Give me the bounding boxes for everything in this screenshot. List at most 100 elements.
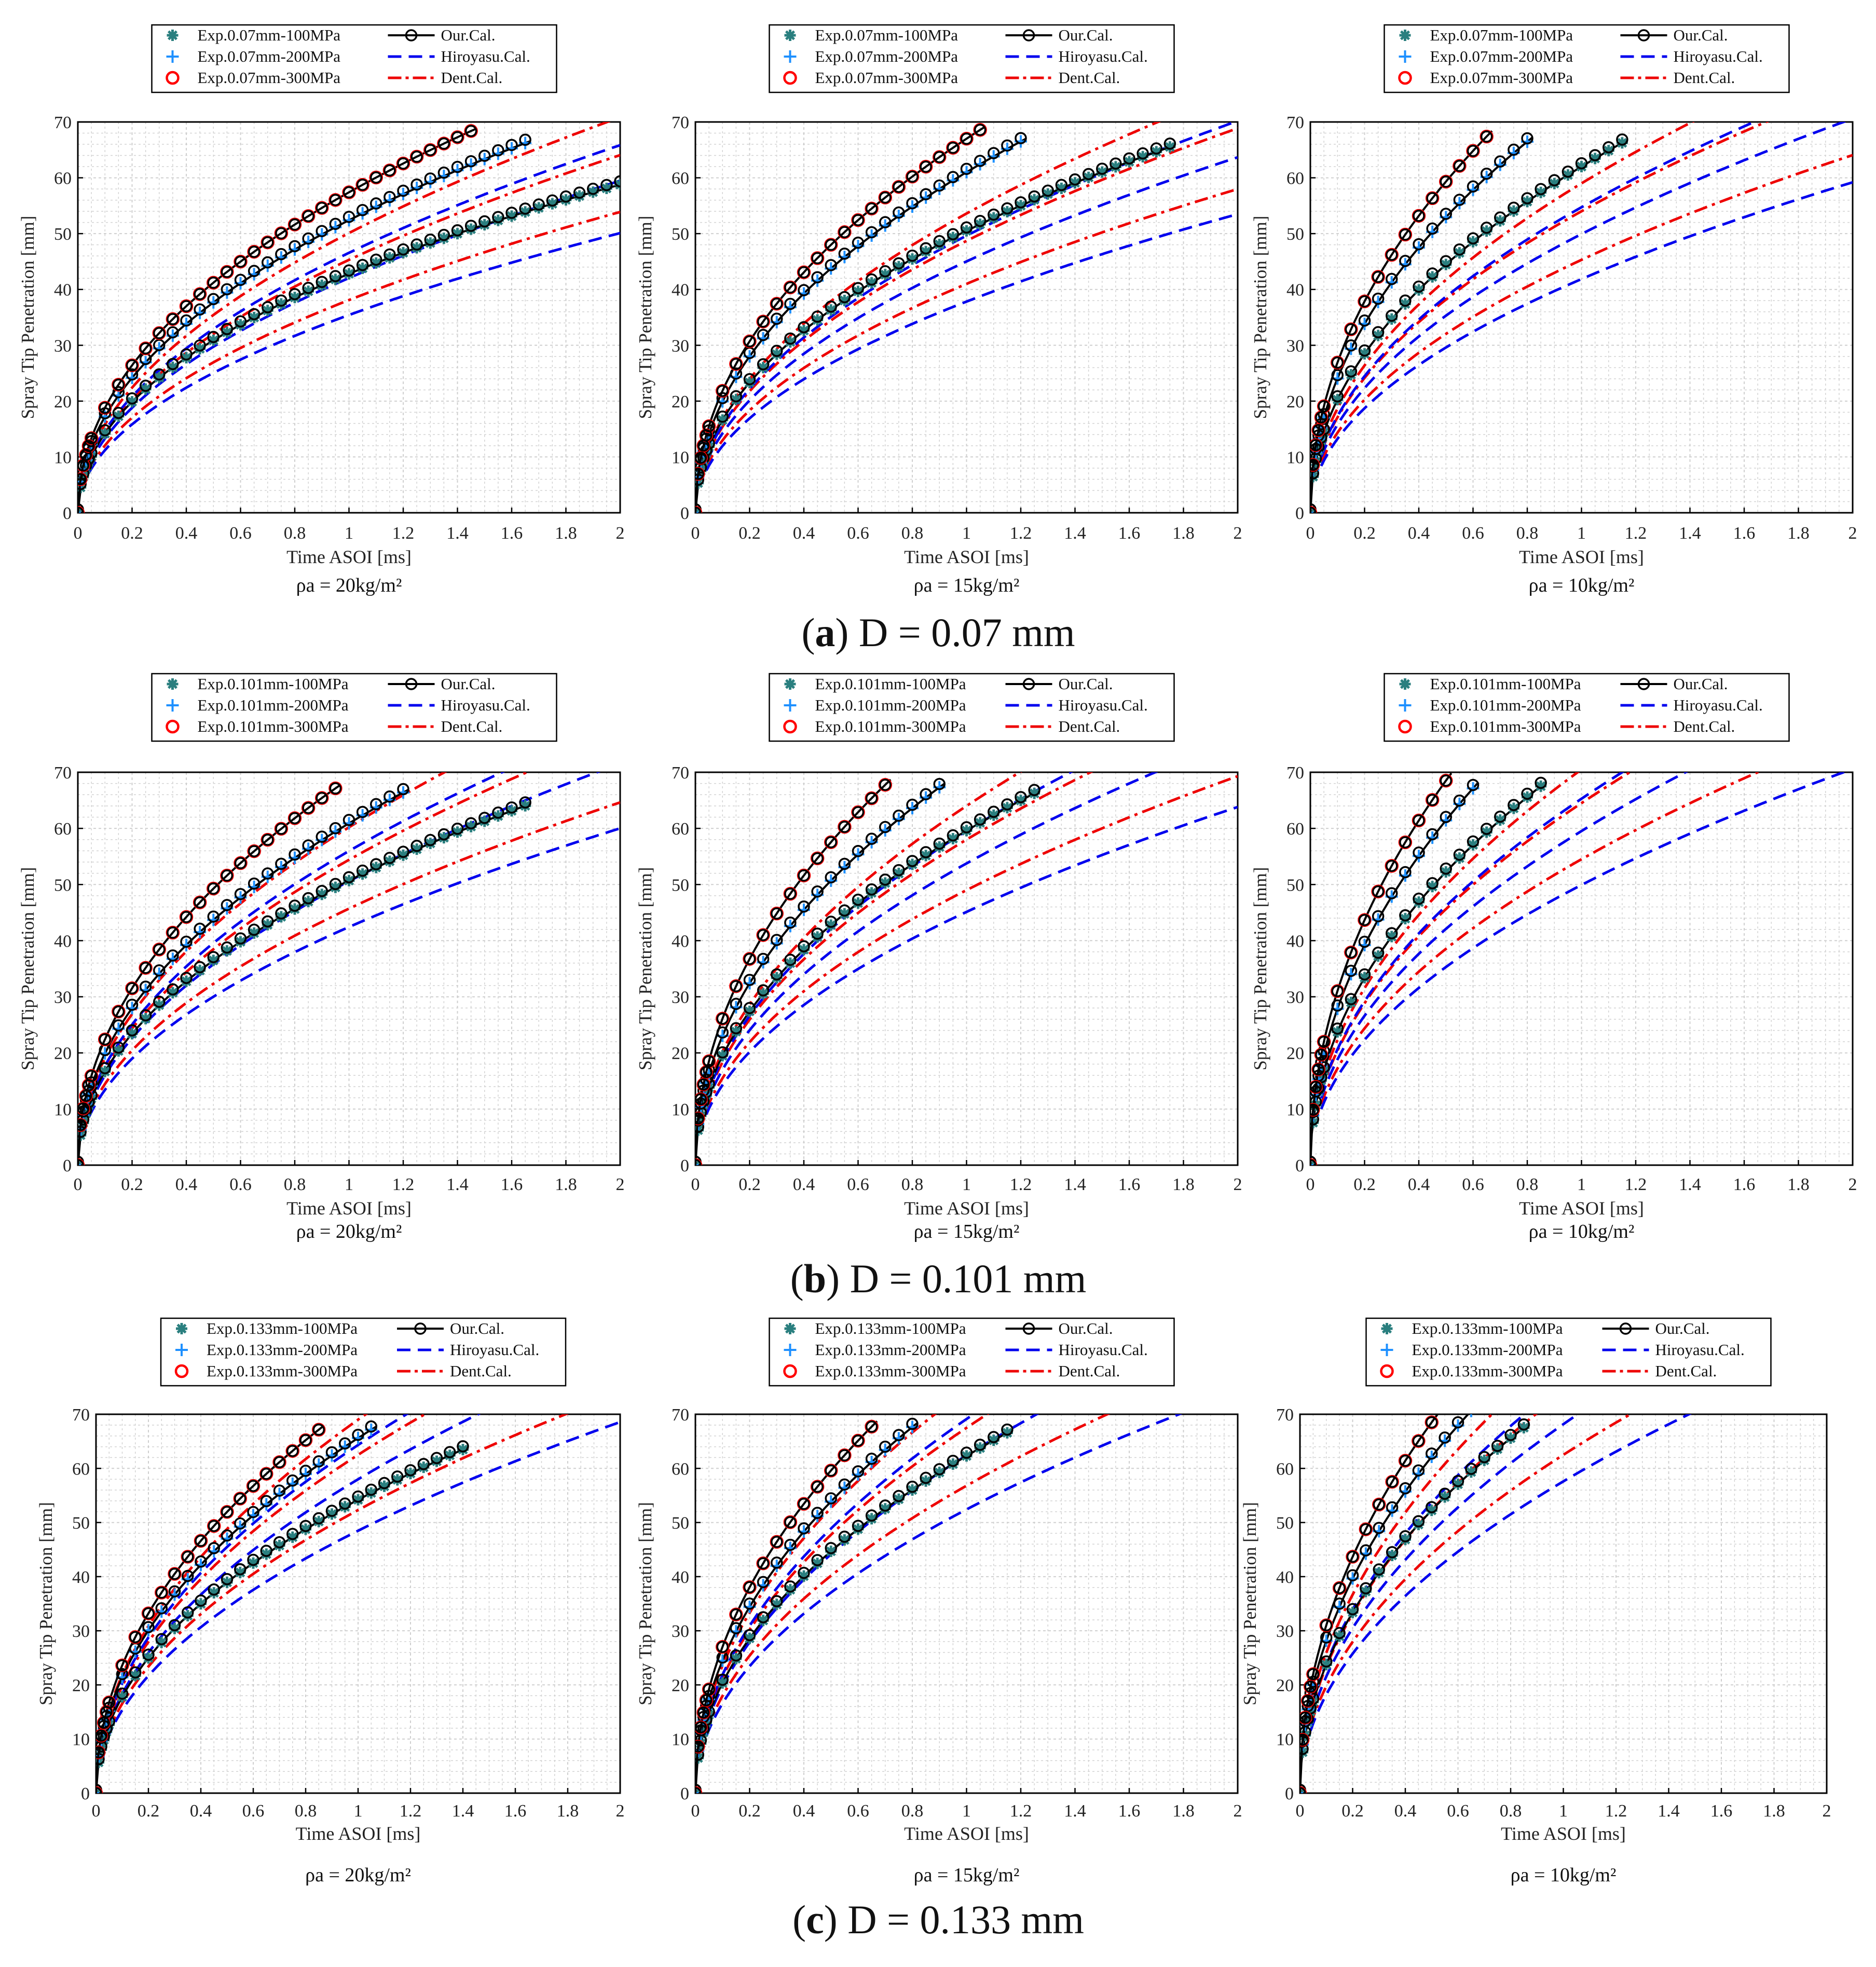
our-marker bbox=[168, 1567, 181, 1580]
our-marker bbox=[370, 197, 382, 210]
chart-panel-a1: 0 0.2 0.4 0.6 0.8 1 1.2 1.4 1.6 1.8 20102030405060… bbox=[18, 24, 625, 596]
our-marker bbox=[356, 179, 369, 191]
our-marker bbox=[365, 1420, 377, 1433]
x-tick-label: 0 bbox=[1306, 524, 1315, 543]
our-marker bbox=[1386, 927, 1398, 939]
our-marker bbox=[139, 980, 152, 993]
y-axis-label: Spray Tip Penetration [mm] bbox=[1250, 867, 1270, 1071]
our-marker bbox=[811, 927, 824, 940]
our-marker bbox=[329, 878, 342, 891]
our-marker bbox=[1345, 323, 1358, 336]
exp-marker bbox=[126, 1028, 138, 1040]
our-markers-100MPa bbox=[695, 784, 1040, 1165]
legend-box bbox=[1384, 24, 1790, 93]
our-marker bbox=[960, 1446, 973, 1459]
x-tick-label: 0.6 bbox=[229, 1175, 252, 1194]
legend-label: Our.Cal. bbox=[450, 1319, 504, 1337]
our-marker bbox=[384, 190, 396, 203]
our-marker bbox=[275, 294, 287, 307]
our-marker bbox=[1310, 1103, 1319, 1116]
x-tick-label: 0 bbox=[74, 1175, 83, 1194]
our-marker bbox=[1372, 885, 1385, 898]
our-marker bbox=[1548, 174, 1560, 187]
our-marker bbox=[1451, 1474, 1464, 1487]
hiroyasu-curve-200MPa bbox=[1309, 1414, 1580, 1720]
our-marker bbox=[208, 1542, 220, 1554]
our-marker bbox=[1413, 238, 1425, 251]
our-marker bbox=[195, 1555, 207, 1568]
y-axis-label: Spray Tip Penetration [mm] bbox=[18, 216, 38, 419]
our-marker bbox=[879, 821, 892, 834]
exp-markers-300MPa bbox=[78, 781, 343, 1165]
our-marker bbox=[343, 871, 355, 883]
dent-curve-200MPa bbox=[1309, 1414, 1538, 1714]
our-marker bbox=[852, 236, 865, 249]
our-marker bbox=[852, 806, 865, 818]
legend-label: Hiroyasu.Cal. bbox=[441, 696, 530, 714]
our-marker bbox=[798, 266, 810, 279]
our-marker bbox=[316, 225, 328, 237]
hiroyasu-curve-100MPa bbox=[705, 213, 1238, 471]
exp-markers-300MPa bbox=[695, 123, 987, 513]
dent-curve-100MPa bbox=[1320, 154, 1853, 463]
x-tick-label: 0.4 bbox=[793, 1801, 815, 1821]
our-marker bbox=[391, 1470, 404, 1483]
hiroyasu-curve-300MPa bbox=[1320, 772, 1625, 1092]
y-tick-label: 10 bbox=[672, 448, 689, 467]
legend-label: Exp.0.101mm-300MPa bbox=[815, 717, 966, 735]
our-marker bbox=[1345, 946, 1358, 959]
legend-label: Our.Cal. bbox=[1059, 1319, 1113, 1337]
grid bbox=[1300, 1414, 1827, 1793]
legend-label: Exp.0.133mm-200MPa bbox=[815, 1341, 966, 1359]
y-tick-label: 20 bbox=[1286, 392, 1304, 412]
our-marker bbox=[1467, 232, 1480, 245]
our-marker bbox=[947, 171, 960, 183]
our-marker bbox=[444, 1446, 456, 1458]
x-axis-label: Time ASOI [ms] bbox=[1519, 547, 1644, 567]
legend-marker bbox=[1380, 1344, 1393, 1356]
our-marker bbox=[451, 224, 464, 237]
our-marker bbox=[1042, 184, 1054, 197]
x-axis-label: Time ASOI [ms] bbox=[286, 1198, 412, 1219]
our-marker bbox=[262, 867, 274, 880]
our-marker bbox=[1346, 1569, 1359, 1582]
x-tick-label: 1.4 bbox=[1679, 524, 1701, 543]
our-marker bbox=[838, 1478, 851, 1491]
x-axis-label: Time ASOI [ms] bbox=[296, 1823, 421, 1844]
legend-marker bbox=[784, 30, 796, 41]
legend-label: Our.Cal. bbox=[1655, 1319, 1710, 1337]
legend-label: Hiroyasu.Cal. bbox=[441, 47, 530, 65]
our-marker bbox=[743, 335, 756, 348]
our-marker bbox=[865, 1452, 878, 1465]
our-marker bbox=[99, 1033, 111, 1046]
our-marker bbox=[180, 911, 193, 923]
x-tick-label: 1.2 bbox=[1010, 1801, 1032, 1821]
our-marker bbox=[142, 1607, 155, 1620]
chart-panel-c3: 0 0.2 0.4 0.6 0.8 1 1.2 1.4 1.6 1.8 20102030405060… bbox=[1240, 1317, 1831, 1886]
our-marker bbox=[1055, 179, 1068, 192]
exp-markers-200MPa bbox=[695, 135, 1027, 513]
legend-label: Exp.0.133mm-300MPa bbox=[207, 1362, 358, 1380]
our-marker bbox=[221, 1529, 234, 1542]
density-label: ρa = 10kg/m² bbox=[1529, 575, 1635, 596]
our-marker bbox=[410, 238, 423, 251]
our-marker bbox=[207, 951, 220, 963]
our-marker bbox=[316, 791, 328, 804]
our-marker bbox=[852, 282, 865, 294]
our-markers-300MPa bbox=[78, 125, 477, 513]
legend-marker bbox=[167, 30, 179, 41]
exp-markers-200MPa bbox=[96, 1423, 378, 1793]
legend-box bbox=[769, 24, 1175, 93]
our-marker bbox=[1413, 280, 1425, 293]
y-tick-label: 30 bbox=[1286, 336, 1304, 356]
x-tick-label: 0.8 bbox=[901, 1801, 924, 1821]
x-tick-label: 0.6 bbox=[847, 1801, 869, 1821]
y-tick-label: 10 bbox=[54, 1100, 72, 1119]
our-marker bbox=[1399, 228, 1412, 241]
our-marker bbox=[1412, 1515, 1425, 1527]
legend-label: Exp.0.07mm-300MPa bbox=[815, 69, 958, 87]
our-marker bbox=[451, 823, 464, 835]
our-marker bbox=[1331, 1022, 1344, 1035]
y-tick-label: 30 bbox=[1286, 988, 1304, 1007]
y-axis-label: Spray Tip Penetration [mm] bbox=[635, 867, 655, 1071]
